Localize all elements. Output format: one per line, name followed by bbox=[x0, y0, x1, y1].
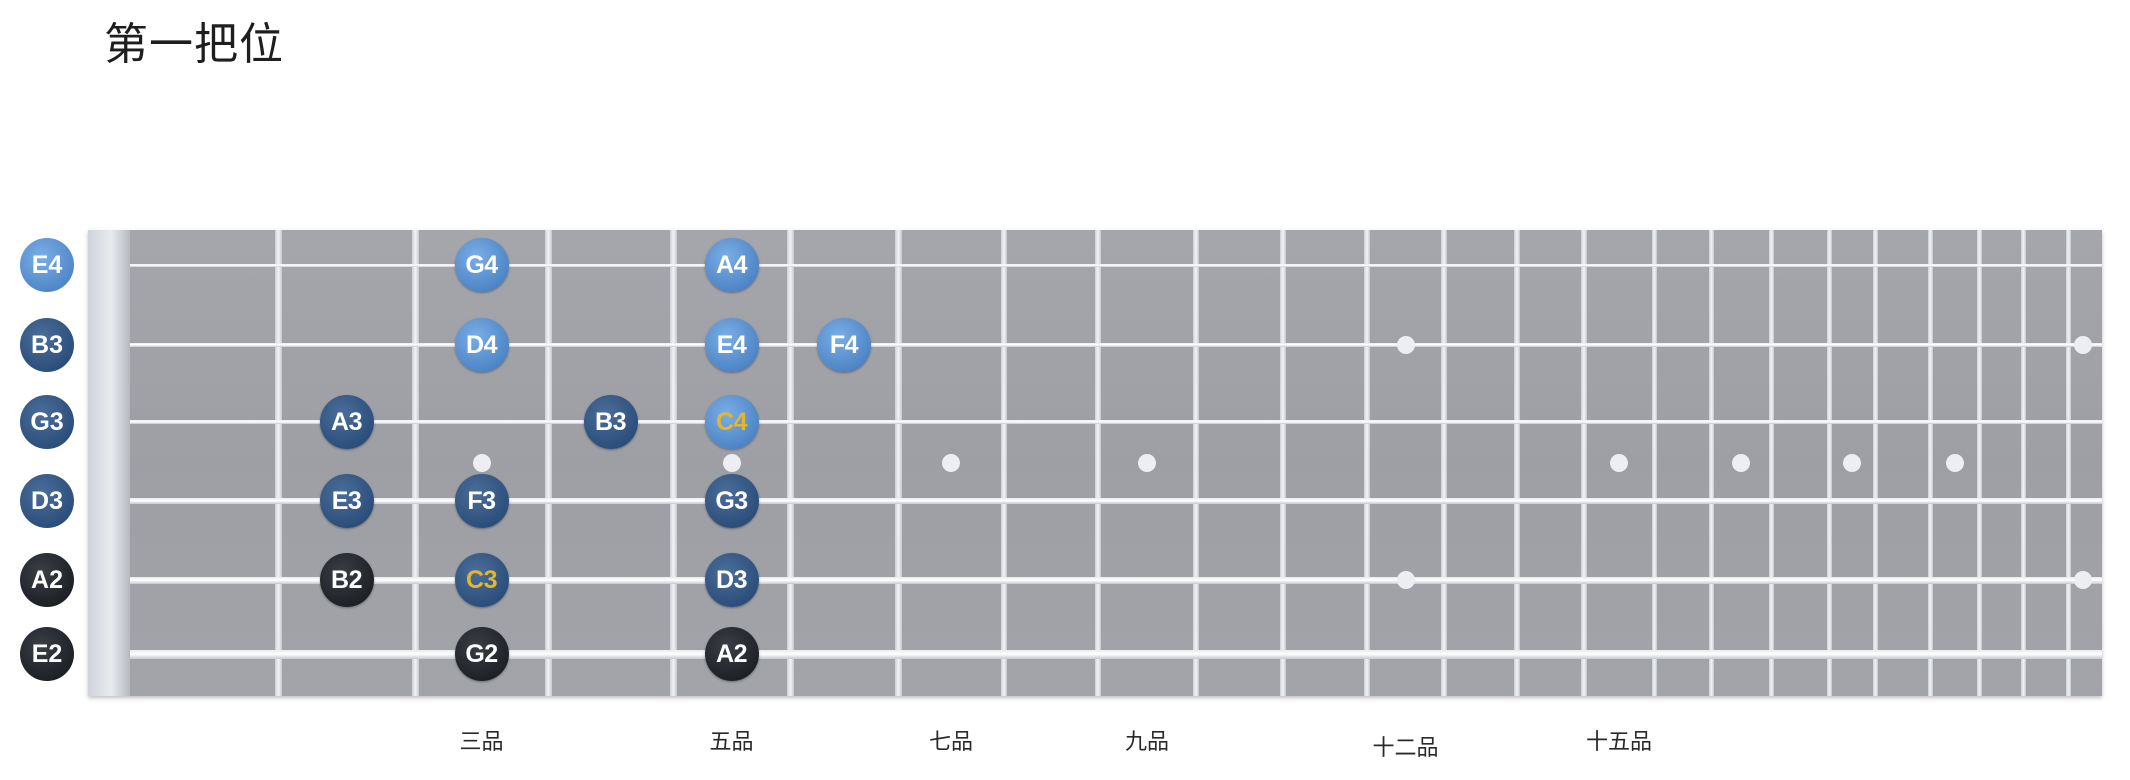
fret-wire bbox=[411, 230, 419, 696]
fret-inlay-dot bbox=[1843, 453, 1861, 472]
fret-position-label: 九品 bbox=[1124, 730, 1170, 755]
note-marker: G4 bbox=[454, 238, 509, 292]
open-string-label: G3 bbox=[20, 395, 74, 449]
note-marker: F3 bbox=[454, 474, 509, 528]
fret-wire bbox=[1826, 230, 1832, 696]
note-marker: E4 bbox=[704, 318, 759, 372]
fret-inlay-dot bbox=[1138, 453, 1156, 472]
fret-inlay-dot bbox=[1732, 453, 1750, 472]
note-marker: C4 bbox=[704, 395, 759, 449]
fret-wire bbox=[1364, 230, 1370, 696]
fret-position-label: 十五品 bbox=[1585, 730, 1653, 755]
note-marker: A2 bbox=[704, 627, 759, 681]
guitar-string bbox=[130, 576, 2102, 584]
fret-inlay-dot bbox=[942, 453, 960, 472]
fret-inlay-dot bbox=[2074, 571, 2092, 589]
fret-inlay-dot bbox=[1396, 571, 1415, 589]
guitar-string bbox=[130, 649, 2102, 659]
open-string-label: E2 bbox=[20, 627, 74, 681]
fret-position-label: 七品 bbox=[928, 730, 974, 755]
nut bbox=[88, 230, 130, 696]
guitar-string bbox=[130, 343, 2102, 347]
guitar-string bbox=[130, 420, 2102, 424]
note-marker: G2 bbox=[454, 627, 509, 681]
fret-inlay-dot bbox=[1396, 336, 1415, 354]
fret-wire bbox=[1514, 230, 1520, 696]
note-marker: E3 bbox=[319, 474, 374, 528]
note-marker: B3 bbox=[583, 395, 638, 449]
note-marker: D4 bbox=[454, 318, 509, 372]
fret-wire bbox=[544, 230, 552, 696]
fret-wire bbox=[1651, 230, 1657, 696]
fret-wire bbox=[2020, 230, 2026, 696]
fret-position-label: 十二品 bbox=[1372, 736, 1439, 761]
fret-wire bbox=[1095, 230, 1101, 696]
note-marker: C3 bbox=[454, 553, 509, 607]
fret-inlay-dot bbox=[2074, 336, 2092, 354]
fret-position-label: 五品 bbox=[709, 730, 754, 755]
fret-wire bbox=[1193, 230, 1199, 696]
open-string-label: E4 bbox=[20, 238, 74, 292]
fret-wire bbox=[1872, 230, 1878, 696]
fret-wire bbox=[1768, 230, 1774, 696]
fret-inlay-dot bbox=[1945, 453, 1964, 472]
guitar-string bbox=[130, 263, 2102, 267]
fret-inlay-dot bbox=[722, 453, 741, 472]
note-marker: D3 bbox=[704, 553, 759, 607]
open-string-label: A2 bbox=[20, 553, 74, 607]
fret-wire bbox=[1001, 230, 1007, 696]
fret-wire bbox=[2065, 230, 2071, 696]
fret-wire bbox=[1581, 230, 1587, 696]
note-marker: G3 bbox=[704, 474, 759, 528]
page-title: 第一把位 bbox=[104, 19, 284, 70]
note-marker: F4 bbox=[817, 318, 871, 372]
fret-wire bbox=[1280, 230, 1286, 696]
fret-wire bbox=[1441, 230, 1447, 696]
fret-wire bbox=[669, 230, 677, 696]
fret-wire bbox=[1708, 230, 1714, 696]
fret-wire bbox=[786, 230, 794, 696]
note-marker: B2 bbox=[319, 553, 374, 607]
fret-inlay-dot bbox=[1610, 453, 1628, 472]
open-string-label: B3 bbox=[20, 318, 74, 372]
guitar-string bbox=[130, 498, 2102, 504]
fret-wire bbox=[1976, 230, 1982, 696]
open-string-label: D3 bbox=[20, 474, 74, 528]
note-marker: A4 bbox=[704, 238, 759, 292]
fret-position-label: 三品 bbox=[459, 730, 504, 755]
fret-wire bbox=[274, 230, 282, 696]
note-marker: A3 bbox=[319, 395, 374, 449]
fret-inlay-dot bbox=[472, 453, 491, 472]
fret-wire bbox=[894, 230, 902, 696]
fret-wire bbox=[1927, 230, 1933, 696]
